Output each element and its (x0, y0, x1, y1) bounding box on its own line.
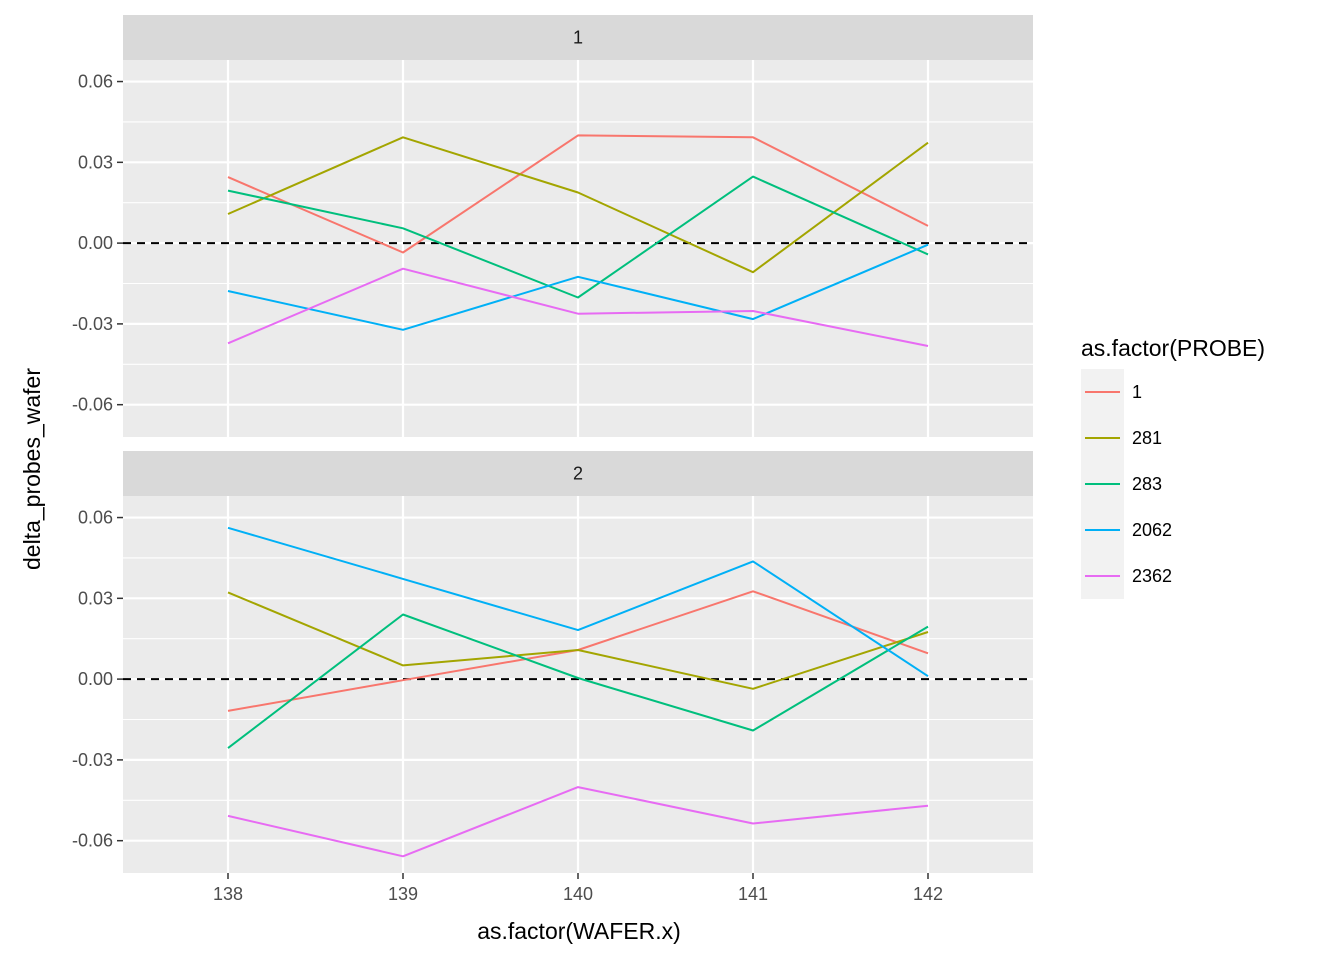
x-tick-label: 139 (388, 884, 418, 904)
series-line-1 (227, 134, 929, 254)
legend-label-1: 1 (1132, 382, 1142, 402)
x-tick-label: 138 (213, 884, 243, 904)
series-line-2062 (227, 526, 929, 678)
series-line-283 (227, 175, 929, 299)
y-tick-label: -0.06 (72, 395, 113, 415)
y-axis-title: delta_probes_wafer (19, 368, 45, 570)
y-tick-label: 0.06 (78, 72, 113, 92)
legend-label-2362: 2362 (1132, 566, 1172, 586)
y-tick-label: -0.03 (72, 750, 113, 770)
legend-label-281: 281 (1132, 428, 1162, 448)
y-tick-label: 0.03 (78, 588, 113, 608)
y-tick-label: -0.03 (72, 314, 113, 334)
legend-label-2062: 2062 (1132, 520, 1172, 540)
series-line-281 (227, 136, 929, 274)
facet-strip-label: 2 (573, 464, 583, 484)
facet-panel-1: 1 0.06 0.03 0.00 -0.03 -0.06 (72, 15, 1033, 437)
series-line-2062 (227, 243, 929, 331)
series-line-281 (227, 591, 929, 690)
x-tick-label: 141 (738, 884, 768, 904)
x-axis-title: as.factor(WAFER.x) (477, 918, 681, 944)
facet-panel-2: 2 0.06 0.03 0.00 -0.03 -0.06 (72, 451, 1033, 873)
series-line-283 (227, 613, 929, 749)
legend: as.factor(PROBE) 1 281 283 2062 2362 (1081, 335, 1265, 599)
legend-label-283: 283 (1132, 474, 1162, 494)
x-axis: 138 139 140 141 142 (213, 873, 943, 904)
y-tick-label: 0.00 (78, 233, 113, 253)
series-line-2362 (227, 267, 929, 347)
y-tick-label: 0.00 (78, 669, 113, 689)
facet-strip-label: 1 (573, 28, 583, 48)
panels: 1 0.06 0.03 0.00 -0.03 -0.06 2 0.06 0.03 0.00 -0.0… (72, 15, 1033, 873)
legend-title: as.factor(PROBE) (1081, 335, 1265, 361)
x-tick-label: 142 (913, 884, 943, 904)
facet-strip (123, 15, 1033, 60)
series-line-2362 (227, 786, 929, 858)
y-tick-label: -0.06 (72, 831, 113, 851)
x-tick-label: 140 (563, 884, 593, 904)
facet-strip (123, 451, 1033, 496)
y-tick-label: 0.06 (78, 508, 113, 528)
y-tick-label: 0.03 (78, 152, 113, 172)
